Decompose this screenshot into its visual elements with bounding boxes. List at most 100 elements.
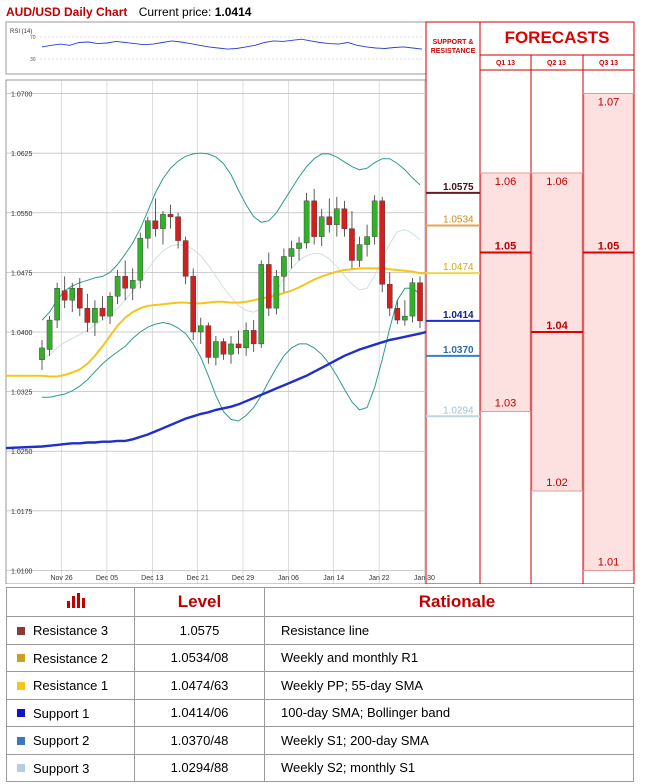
level-label: 1.0575	[443, 182, 474, 193]
y-tick-label: 1.0550	[11, 211, 33, 218]
level-name: Resistance 1	[33, 678, 109, 694]
table-row: Resistance 1 1.0474/63 Weekly PP; 55-day…	[6, 671, 634, 700]
table-row: Support 3 1.0294/88 Weekly S2; monthly S…	[6, 753, 634, 782]
y-tick-label: 1.0625	[11, 151, 33, 158]
candle-body	[167, 214, 174, 217]
level-name: Resistance 3	[33, 623, 109, 639]
rsi-level-label: 70	[30, 35, 36, 41]
level-name: Resistance 2	[33, 650, 109, 666]
candle-body	[349, 228, 355, 261]
current-price-value: 1.0414	[214, 5, 252, 19]
table-header-icon-cell	[6, 587, 135, 617]
x-tick-label: Jan 30	[414, 575, 435, 582]
x-tick-label: Dec 29	[232, 575, 254, 582]
level-color-swatch	[17, 709, 25, 718]
y-tick-label: 1.0400	[11, 330, 33, 337]
candle-body	[379, 200, 386, 285]
candle-body	[341, 208, 348, 229]
candle-body	[54, 288, 60, 321]
x-tick-label: Dec 21	[187, 575, 209, 582]
rsi-label: RSI (14)	[10, 29, 32, 35]
quarter-header-q2: Q2 13	[546, 60, 567, 67]
level-label: 1.0414	[443, 310, 474, 321]
level-value: 1.0474/63	[134, 671, 265, 700]
candle-body	[288, 248, 295, 257]
candle-body	[258, 264, 265, 345]
table-row: Resistance 3 1.0575 Resistance line	[6, 616, 634, 645]
support-resistance-header: SUPPORT & RESISTANCE	[427, 38, 479, 56]
y-tick-label: 1.0700	[11, 92, 33, 99]
bollinger-middle-line	[41, 228, 421, 360]
candle-body	[137, 237, 144, 281]
table-row: Support 2 1.0370/48 Weekly S1; 200-day S…	[6, 726, 634, 755]
level-label: 1.0474	[443, 262, 474, 273]
rsi-line	[41, 38, 423, 50]
level-name-cell: Resistance 3	[6, 616, 135, 645]
level-color-swatch	[17, 764, 25, 773]
candle-body	[266, 264, 272, 309]
candle-body	[243, 330, 249, 349]
candle-body	[303, 200, 310, 244]
candle-body	[356, 244, 363, 261]
level-name: Support 3	[33, 760, 90, 776]
forecasts-title: FORECASTS	[504, 28, 610, 47]
forecast-value: 1.03	[495, 397, 516, 409]
candle-body	[152, 220, 159, 229]
forecast-value: 1.04	[546, 320, 568, 332]
candle-body	[107, 296, 113, 317]
candle-body	[160, 214, 166, 229]
x-tick-label: Dec 05	[96, 575, 118, 582]
candle-body	[273, 276, 280, 309]
level-color-swatch	[17, 654, 25, 663]
table-header-rationale: Rationale	[264, 587, 634, 617]
level-rationale: 100-day SMA; Bollinger band	[264, 698, 634, 727]
level-rationale: Weekly S1; 200-day SMA	[264, 726, 634, 755]
candle-body	[175, 216, 181, 241]
quarter-header-q1: Q1 13	[495, 60, 516, 67]
forecast-value: 1.07	[598, 97, 619, 109]
candle-body	[228, 343, 234, 355]
candle-body	[122, 276, 128, 289]
candle-body	[205, 325, 212, 358]
candle-body	[371, 200, 378, 237]
candle-body	[394, 307, 401, 321]
candle-body	[114, 276, 121, 297]
y-tick-label: 1.0175	[11, 509, 33, 516]
forecast-range-box	[480, 172, 531, 412]
candle-body	[46, 319, 53, 350]
level-rationale: Weekly and monthly R1	[264, 643, 634, 672]
bollinger-lower-line	[42, 287, 421, 422]
candle-body	[213, 341, 219, 358]
candle-body	[84, 307, 91, 323]
quarter-header-q3: Q3 13	[598, 60, 619, 67]
x-tick-label: Dec 13	[141, 575, 163, 582]
candle-body	[76, 288, 83, 309]
level-name: Support 2	[33, 733, 90, 749]
level-name-cell: Resistance 2	[6, 643, 135, 672]
y-tick-label: 1.0100	[11, 568, 33, 575]
candle-body	[386, 284, 393, 309]
rsi-level-label: 30	[30, 57, 36, 63]
table-row: Resistance 2 1.0534/08 Weekly and monthl…	[6, 643, 634, 672]
level-name-cell: Support 3	[6, 753, 135, 782]
level-color-swatch	[17, 626, 25, 635]
level-name-cell: Support 1	[6, 698, 135, 727]
candle-body	[318, 216, 325, 237]
candle-body	[281, 256, 287, 277]
x-tick-label: Jan 22	[369, 575, 390, 582]
candle-body	[334, 208, 340, 225]
candle-body	[364, 236, 370, 245]
level-color-swatch	[17, 736, 25, 745]
candle-body	[197, 325, 204, 333]
y-tick-label: 1.0325	[11, 390, 33, 397]
candle-body	[99, 307, 106, 317]
table-header-level: Level	[134, 587, 265, 617]
candle-body	[129, 280, 136, 289]
candle-body	[402, 315, 408, 321]
sr-column	[425, 21, 481, 585]
candle-body	[61, 290, 68, 301]
forecast-value: 1.01	[598, 556, 619, 568]
level-label: 1.0294	[443, 405, 474, 416]
level-name: Support 1	[33, 705, 90, 721]
level-name-cell: Support 2	[6, 726, 135, 755]
